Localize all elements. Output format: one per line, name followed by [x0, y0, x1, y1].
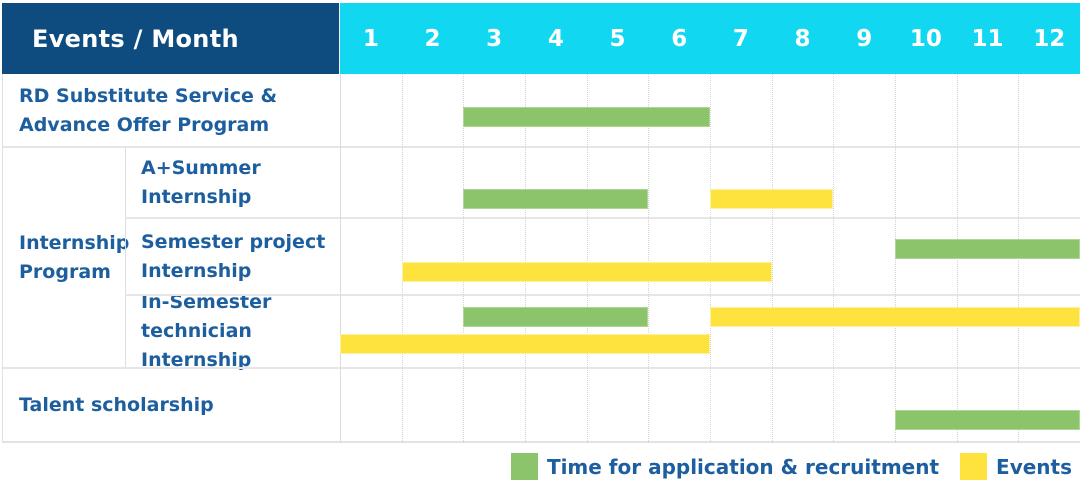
month-gridline: [401, 74, 403, 443]
row-divider: [3, 146, 1080, 148]
gantt-bar-application: [895, 239, 1080, 259]
gantt-bar-event: [710, 189, 834, 209]
month-gridline: [648, 74, 650, 443]
month-label: 9: [856, 25, 873, 52]
month-label: 1: [362, 25, 379, 52]
row-divider: [125, 217, 1080, 219]
month-gridline: [710, 74, 711, 443]
legend-swatch-application: [510, 453, 538, 480]
header-events-month-cell: Events / Month: [2, 3, 339, 74]
events-month-label: Events / Month: [32, 24, 239, 53]
row-divider: [125, 294, 1080, 296]
month-label: 3: [486, 25, 503, 52]
month-gridline: [833, 74, 835, 443]
legend-item-event: Events: [960, 453, 1072, 480]
month-gridline: [463, 74, 465, 443]
gantt-bar-application: [895, 410, 1080, 430]
legend-item-application: Time for application & recruitment: [510, 453, 940, 480]
gantt-bar-application: [463, 107, 710, 127]
legend-label: Time for application & recruitment: [546, 454, 940, 479]
month-label: 11: [971, 25, 1004, 52]
legend-label: Events: [996, 454, 1072, 479]
month-label: 4: [547, 25, 564, 52]
month-gridline: [525, 74, 526, 443]
gantt-bar-event: [710, 307, 1080, 327]
legend-swatch-event: [960, 453, 988, 480]
month-label: 2: [424, 25, 441, 52]
row-label-in-semester-technician: In-Semester technician Internship: [125, 291, 341, 371]
gantt-bar-event: [340, 334, 710, 354]
gantt-bar-application: [463, 189, 649, 209]
legend: Time for application & recruitment Events: [510, 453, 1072, 480]
row-label-a-plus-summer: A+Summer Internship: [125, 147, 341, 218]
label-grid-divider: [340, 74, 341, 443]
group-label-internship-program: Internship Program: [19, 231, 130, 283]
row-label-talent-scholarship: Talent scholarship: [19, 394, 214, 416]
month-header-row: 1 2 3 4 5 6 7 8 9 10 11 12: [340, 3, 1080, 74]
month-label: 6: [671, 25, 688, 52]
gantt-bar-application: [463, 307, 649, 327]
month-label: 5: [609, 25, 626, 52]
month-label: 8: [794, 25, 811, 52]
month-label: 12: [1033, 25, 1066, 52]
month-gridline: [586, 74, 588, 443]
month-label: 10: [909, 25, 942, 52]
row-divider: [3, 367, 1080, 369]
row-label-semester-project: Semester project Internship: [125, 218, 341, 295]
row-label-rd-substitute: RD Substitute Service & Advance Offer Pr…: [19, 84, 278, 136]
month-grid: [340, 74, 1080, 443]
month-label: 7: [732, 25, 749, 52]
gantt-bar-event: [401, 262, 772, 282]
month-gridline: [771, 74, 773, 443]
